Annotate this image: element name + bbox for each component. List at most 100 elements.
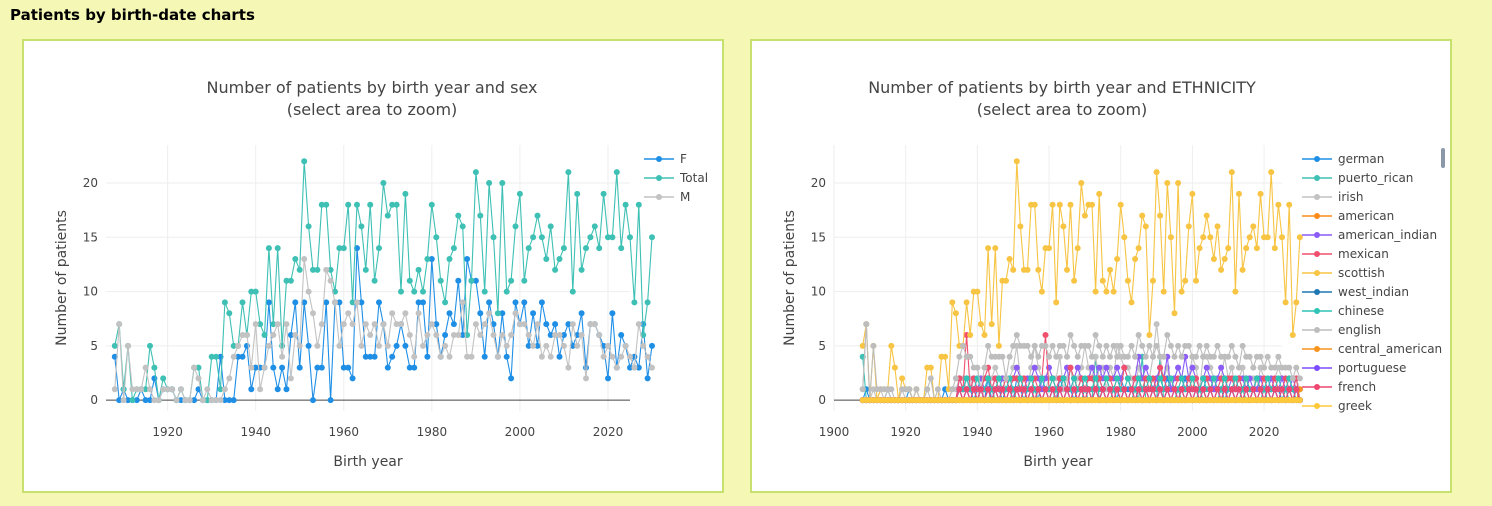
chart-panel-ethnicity[interactable]: Number of patients by birth year and ETH… xyxy=(750,39,1452,493)
data-point xyxy=(389,353,396,360)
data-point xyxy=(1142,364,1149,371)
data-point xyxy=(402,190,409,197)
data-point xyxy=(420,299,426,306)
legend-item-french[interactable]: french xyxy=(1302,380,1376,394)
data-point xyxy=(985,342,992,349)
data-point xyxy=(591,321,598,328)
data-point xyxy=(1236,364,1242,371)
data-point xyxy=(1074,353,1081,360)
data-point xyxy=(204,397,211,404)
data-point xyxy=(376,299,382,306)
legend-item-mexican[interactable]: mexican xyxy=(1302,247,1389,261)
data-point xyxy=(618,353,625,360)
data-point xyxy=(1053,299,1060,306)
data-point xyxy=(1286,386,1293,393)
legend-item-M[interactable]: M xyxy=(644,190,690,204)
data-point xyxy=(1167,342,1174,349)
chart-sex-svg[interactable]: Number of patients by birth year and sex… xyxy=(24,41,726,495)
legend-item-irish[interactable]: irish xyxy=(1302,190,1363,204)
data-point xyxy=(578,310,585,317)
legend-scrollbar[interactable] xyxy=(1441,148,1445,168)
data-point xyxy=(1286,201,1293,208)
legend-item-west_indian[interactable]: west_indian xyxy=(1302,285,1409,299)
data-point xyxy=(952,375,959,382)
data-point xyxy=(644,299,651,306)
data-point xyxy=(142,397,149,404)
data-point xyxy=(415,310,422,317)
data-point xyxy=(433,234,440,241)
data-point xyxy=(1178,375,1185,382)
chart-panel-sex[interactable]: Number of patients by birth year and sex… xyxy=(22,39,724,493)
chart-ethnicity-svg[interactable]: Number of patients by birth year and ETH… xyxy=(752,41,1454,495)
data-point xyxy=(627,353,633,360)
data-point xyxy=(310,266,316,273)
legend-swatch-marker xyxy=(1314,289,1320,295)
data-point xyxy=(314,342,321,349)
data-point xyxy=(345,364,352,371)
data-point xyxy=(296,364,303,371)
data-point xyxy=(1010,266,1017,273)
data-point xyxy=(1200,386,1207,393)
y-tick-label: 20 xyxy=(811,176,826,190)
data-point xyxy=(512,299,519,306)
data-point xyxy=(977,321,984,328)
data-point xyxy=(605,342,611,349)
data-point xyxy=(970,386,977,393)
data-point xyxy=(345,310,352,317)
legend-item-scottish[interactable]: scottish xyxy=(1302,266,1385,280)
legend-swatch-marker xyxy=(1314,213,1320,219)
data-point xyxy=(1035,266,1042,273)
legend-item-F[interactable]: F xyxy=(644,152,687,166)
legend-item-Total[interactable]: Total xyxy=(644,171,708,185)
legend-item-english[interactable]: english xyxy=(1302,323,1381,337)
data-point xyxy=(512,223,519,230)
legend-item-central_american[interactable]: central_american xyxy=(1302,342,1442,356)
data-point xyxy=(1142,223,1149,230)
data-point xyxy=(1153,169,1160,176)
data-point xyxy=(521,321,528,328)
series-greek xyxy=(859,397,1303,404)
data-point xyxy=(1293,299,1300,306)
legend-item-american[interactable]: american xyxy=(1302,209,1394,223)
legend-item-chinese[interactable]: chinese xyxy=(1302,304,1384,318)
data-point xyxy=(992,386,999,393)
legend-item-puerto_rican[interactable]: puerto_rican xyxy=(1302,171,1413,185)
data-point xyxy=(609,234,616,241)
legend-label: english xyxy=(1338,323,1381,337)
data-point xyxy=(450,321,457,328)
data-point xyxy=(1135,375,1142,382)
data-point xyxy=(371,277,378,284)
legend-swatch-marker xyxy=(1314,194,1320,200)
data-point xyxy=(411,353,418,360)
data-point xyxy=(1167,234,1174,241)
data-point xyxy=(1114,353,1121,360)
data-point xyxy=(552,332,559,338)
data-point xyxy=(486,180,493,186)
data-point xyxy=(649,342,655,349)
data-point xyxy=(1042,386,1049,393)
data-point xyxy=(1067,364,1074,371)
data-point xyxy=(1264,234,1271,241)
data-point xyxy=(1035,386,1042,393)
legend-item-greek[interactable]: greek xyxy=(1302,399,1372,413)
data-point xyxy=(1232,375,1239,382)
data-point xyxy=(411,288,418,295)
data-point xyxy=(538,299,545,306)
data-point xyxy=(1243,386,1250,393)
legend-item-portuguese[interactable]: portuguese xyxy=(1302,361,1406,375)
data-point xyxy=(1296,397,1303,404)
data-point xyxy=(1089,201,1095,208)
data-point xyxy=(974,288,981,295)
chart-title: Number of patients by birth year and ETH… xyxy=(868,78,1256,97)
data-point xyxy=(459,299,466,306)
data-point xyxy=(292,299,299,306)
data-point xyxy=(248,386,255,393)
data-point xyxy=(477,310,484,317)
data-point xyxy=(644,375,651,382)
legend-item-german[interactable]: german xyxy=(1302,152,1384,166)
data-point xyxy=(1175,180,1182,186)
legend-item-american_indian[interactable]: american_indian xyxy=(1302,228,1437,242)
data-point xyxy=(257,386,264,393)
data-point xyxy=(287,332,294,338)
data-point xyxy=(1221,256,1228,262)
